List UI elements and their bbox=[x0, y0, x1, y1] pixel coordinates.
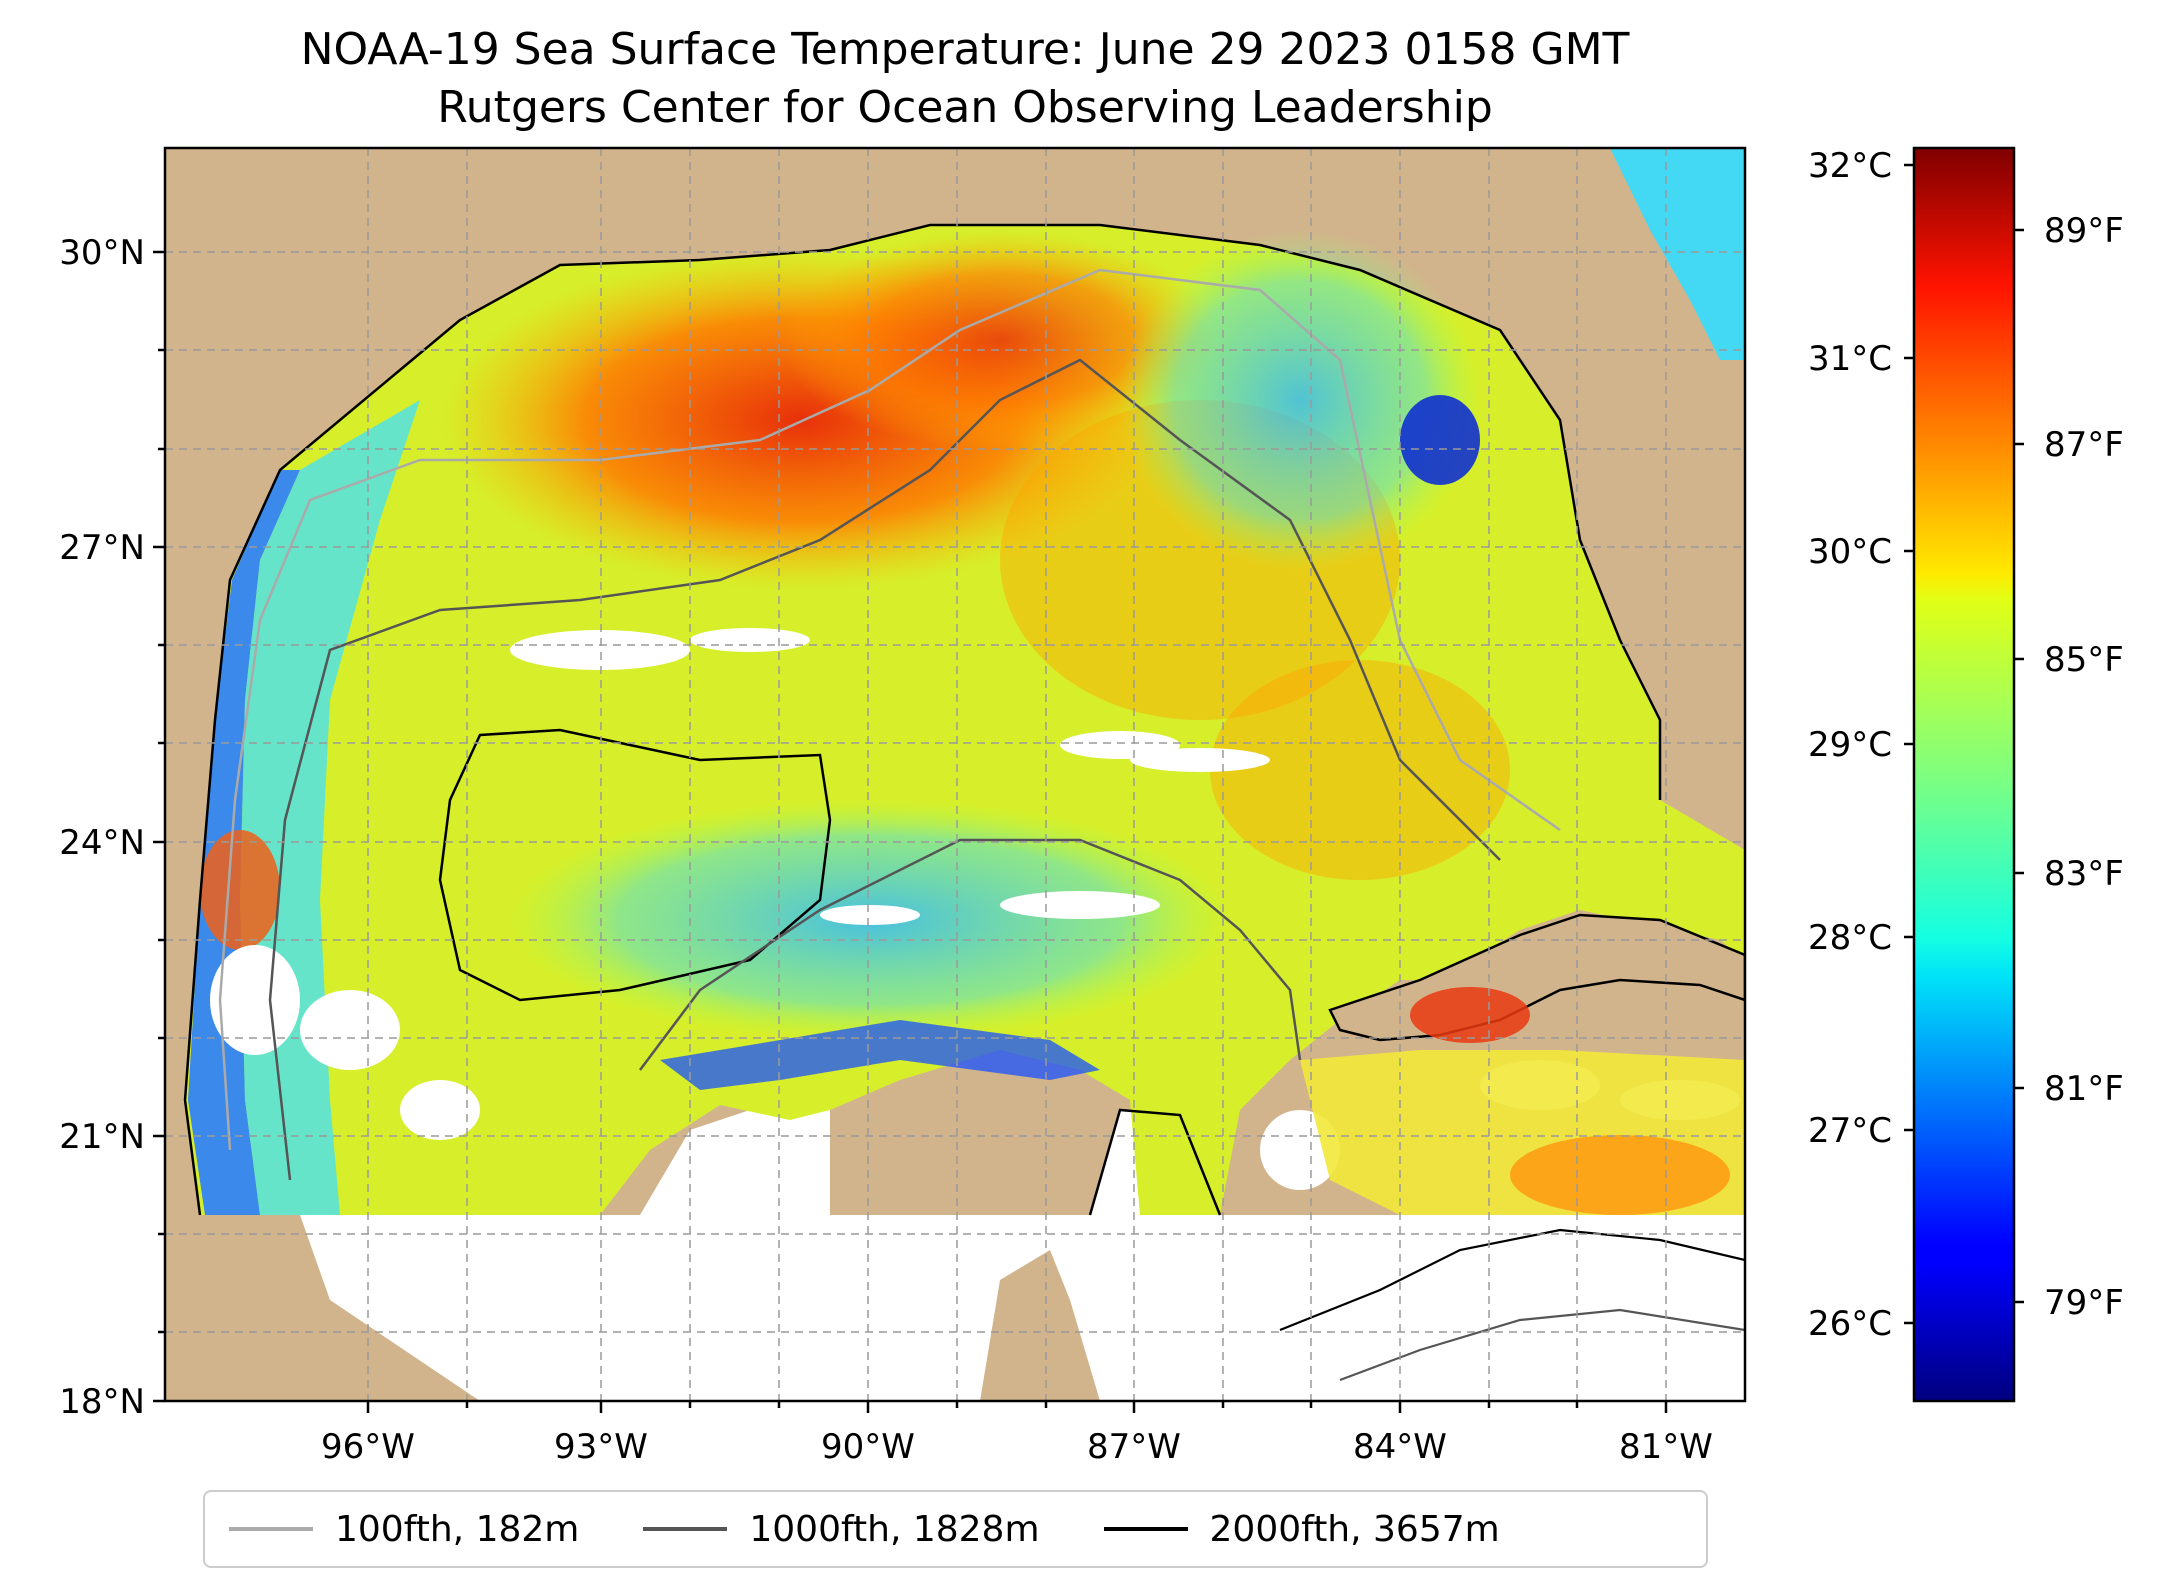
legend-label: 2000fth, 3657m bbox=[1209, 1508, 1500, 1550]
map-title: NOAA-19 Sea Surface Temperature: June 29… bbox=[300, 24, 1630, 75]
celsius-tick-label: 29°C bbox=[1808, 725, 1892, 765]
lat-tick-label: 24°N bbox=[59, 823, 145, 863]
lon-tick-label: 87°W bbox=[1087, 1427, 1181, 1467]
map-area bbox=[165, 148, 1745, 1401]
lat-tick-label: 30°N bbox=[59, 233, 145, 273]
yucatan-coast bbox=[1088, 1108, 1222, 1216]
lon-tick-label: 90°W bbox=[821, 1427, 915, 1467]
celsius-tick-label: 27°C bbox=[1808, 1111, 1892, 1151]
fahrenheit-tick-label: 81°F bbox=[2044, 1069, 2124, 1109]
map-subtitle: Rutgers Center for Ocean Observing Leade… bbox=[437, 82, 1493, 133]
legend-label: 1000fth, 1828m bbox=[749, 1508, 1040, 1550]
sst-cool-coastal-band bbox=[188, 470, 300, 1215]
contour-100fth bbox=[218, 268, 1561, 1151]
lat-tick-label: 27°N bbox=[59, 528, 145, 568]
lat-tick-label: 18°N bbox=[59, 1382, 145, 1422]
lon-tick-label: 84°W bbox=[1353, 1427, 1447, 1467]
lat-tick-label: 21°N bbox=[59, 1117, 145, 1157]
contour-1000fth bbox=[268, 358, 1501, 1181]
fahrenheit-tick-label: 79°F bbox=[2044, 1283, 2124, 1323]
sst-cool-eastern bbox=[1120, 230, 1480, 570]
fahrenheit-tick-label: 83°F bbox=[2044, 854, 2124, 894]
contour-legend: 100fth, 182m 1000fth, 1828m 2000fth, 365… bbox=[203, 1490, 1708, 1568]
legend-item-100fth: 100fth, 182m bbox=[229, 1509, 579, 1550]
legend-swatch-line bbox=[1103, 1527, 1188, 1531]
legend-swatch-line bbox=[643, 1527, 728, 1531]
map-frame bbox=[163, 146, 1747, 1403]
celsius-tick-label: 28°C bbox=[1808, 918, 1892, 958]
lon-tick-label: 81°W bbox=[1619, 1427, 1713, 1467]
celsius-tick-label: 32°C bbox=[1808, 146, 1892, 186]
legend-label: 100fth, 182m bbox=[335, 1508, 580, 1550]
coastline bbox=[183, 223, 1662, 1216]
sst-atlantic bbox=[1610, 148, 1745, 360]
celsius-tick-label: 31°C bbox=[1808, 339, 1892, 379]
celsius-tick-label: 26°C bbox=[1808, 1304, 1892, 1344]
fahrenheit-tick-label: 85°F bbox=[2044, 640, 2124, 680]
contour-2000fth bbox=[438, 728, 832, 1002]
legend-swatch-line bbox=[229, 1527, 313, 1531]
colorbar bbox=[1912, 146, 2016, 1403]
lon-tick-label: 96°W bbox=[321, 1427, 415, 1467]
celsius-tick-label: 30°C bbox=[1808, 532, 1892, 572]
missing-data-region bbox=[300, 1100, 1745, 1401]
legend-item-1000fth: 1000fth, 1828m bbox=[643, 1508, 1040, 1550]
fahrenheit-tick-label: 87°F bbox=[2044, 425, 2124, 465]
fahrenheit-tick-label: 89°F bbox=[2044, 211, 2124, 251]
legend-item-2000fth: 2000fth, 3657m bbox=[1103, 1508, 1500, 1550]
lon-tick-label: 93°W bbox=[554, 1427, 648, 1467]
map-gridlines bbox=[165, 148, 1745, 1401]
